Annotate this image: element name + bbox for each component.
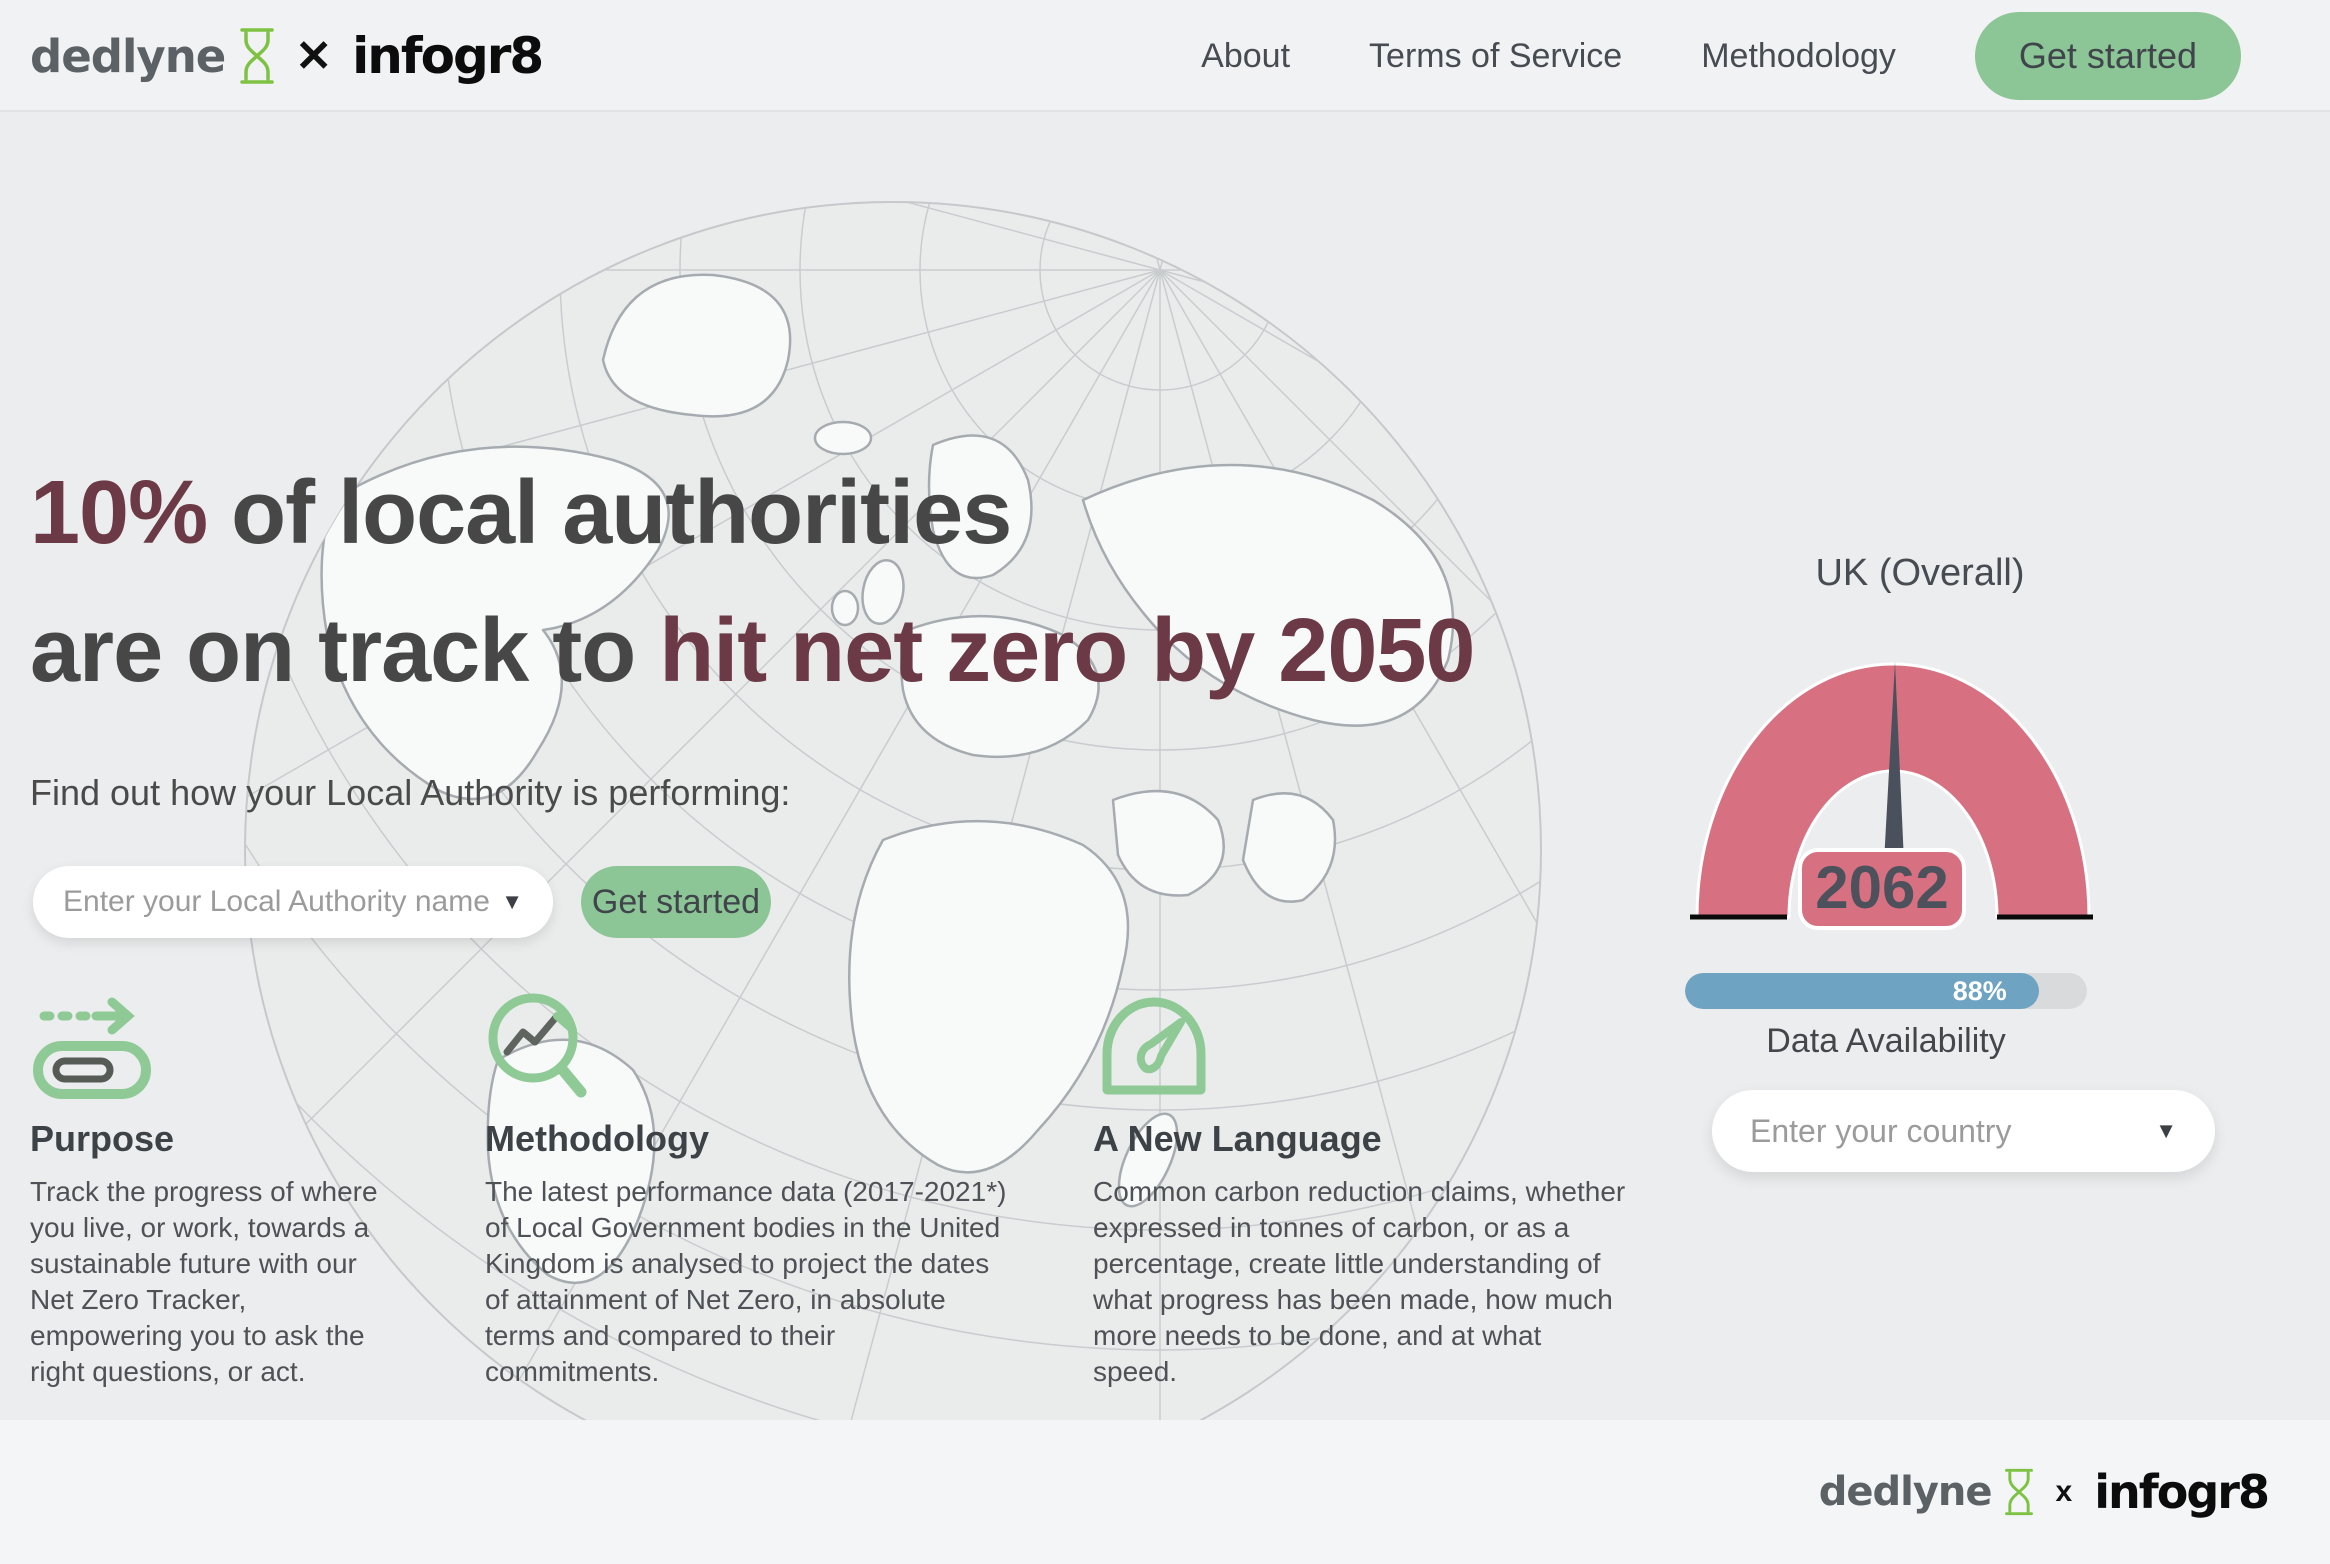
feature-body: Track the progress of where you live, or… <box>30 1176 378 1387</box>
hourglass-icon <box>240 28 275 84</box>
journey-track-icon <box>30 990 390 1102</box>
infogr8-logo: infogr8 <box>352 27 544 85</box>
data-availability-label: Data Availability <box>1766 1022 2006 1060</box>
headline-line-2: are on track to hit net zero by 2050 <box>30 606 1476 696</box>
footer-brand-logo: dedlyne x infogr8 <box>1818 1420 2270 1564</box>
header-brand-logo: dedlyne ✕ infogr8 <box>30 0 544 112</box>
country-select[interactable]: Enter your country ▼ <box>1712 1090 2215 1172</box>
dedlyne-logo: dedlyne <box>1818 1469 1993 1515</box>
main-nav: About Terms of Service Methodology Get s… <box>1201 0 2241 112</box>
brand-separator: ✕ <box>295 31 333 81</box>
globe-world-map-background <box>244 201 1542 1499</box>
top-navigation-bar: dedlyne ✕ infogr8 About Terms of Service… <box>0 0 2330 112</box>
feature-a-new-language: A New Language Common carbon reduction c… <box>1093 990 1628 1390</box>
feature-title: A New Language <box>1093 1118 1382 1159</box>
gauge-value: 2062 <box>1815 854 1948 921</box>
country-select-placeholder: Enter your country <box>1750 1112 2012 1149</box>
feature-purpose: Purpose Track the progress of where you … <box>30 990 390 1390</box>
feature-title: Methodology <box>485 1118 709 1159</box>
data-availability-fill: 88% <box>1685 973 2039 1009</box>
speedometer-icon <box>1093 990 1628 1102</box>
nav-link-terms-of-service[interactable]: Terms of Service <box>1369 36 1623 75</box>
headline-accent-pct: 10% <box>30 463 208 563</box>
hero-subheading: Find out how your Local Authority is per… <box>30 772 791 813</box>
feature-body: Common carbon reduction claims, whether … <box>1093 1176 1626 1387</box>
local-authority-placeholder: Enter your Local Authority name <box>63 885 490 918</box>
dedlyne-logo: dedlyne <box>30 29 226 83</box>
chevron-down-icon: ▼ <box>2155 1118 2177 1143</box>
hero-get-started-button[interactable]: Get started <box>581 866 771 938</box>
hourglass-icon <box>2004 1468 2033 1516</box>
net-zero-gauge-chart: 2062 <box>1690 662 2093 930</box>
nav-link-methodology[interactable]: Methodology <box>1701 36 1896 75</box>
headline-rest-1: of local authorities <box>207 463 1012 563</box>
headline-plain-2: are on track to <box>30 601 660 701</box>
feature-methodology: Methodology The latest performance data … <box>485 990 1010 1390</box>
feature-title: Purpose <box>30 1118 175 1159</box>
data-availability-progress-bar: 88% <box>1685 973 2087 1009</box>
infogr8-logo: infogr8 <box>2094 1465 2270 1519</box>
gauge-needle <box>1884 662 1904 862</box>
magnifier-chart-icon <box>485 990 1010 1102</box>
data-availability-pct: 88% <box>1952 975 2007 1006</box>
feature-body: The latest performance data (2017-2021*)… <box>485 1176 1007 1387</box>
headline-accent-netzero: hit net zero by 2050 <box>659 601 1475 701</box>
tracker-title: UK (Overall) <box>1815 552 2025 594</box>
brand-separator: x <box>2055 1475 2073 1508</box>
authority-search-row: Enter your Local Authority name ▼ Get st… <box>33 866 771 938</box>
chevron-down-icon: ▼ <box>501 889 523 914</box>
footer: dedlyne x infogr8 <box>0 1420 2330 1564</box>
header-get-started-button[interactable]: Get started <box>1974 12 2241 100</box>
nav-link-about[interactable]: About <box>1201 36 1291 75</box>
local-authority-select[interactable]: Enter your Local Authority name ▼ <box>33 866 553 938</box>
hero-section: 10% of local authorities are on track to… <box>30 468 1476 814</box>
headline-line-1: 10% of local authorities <box>30 468 1475 558</box>
